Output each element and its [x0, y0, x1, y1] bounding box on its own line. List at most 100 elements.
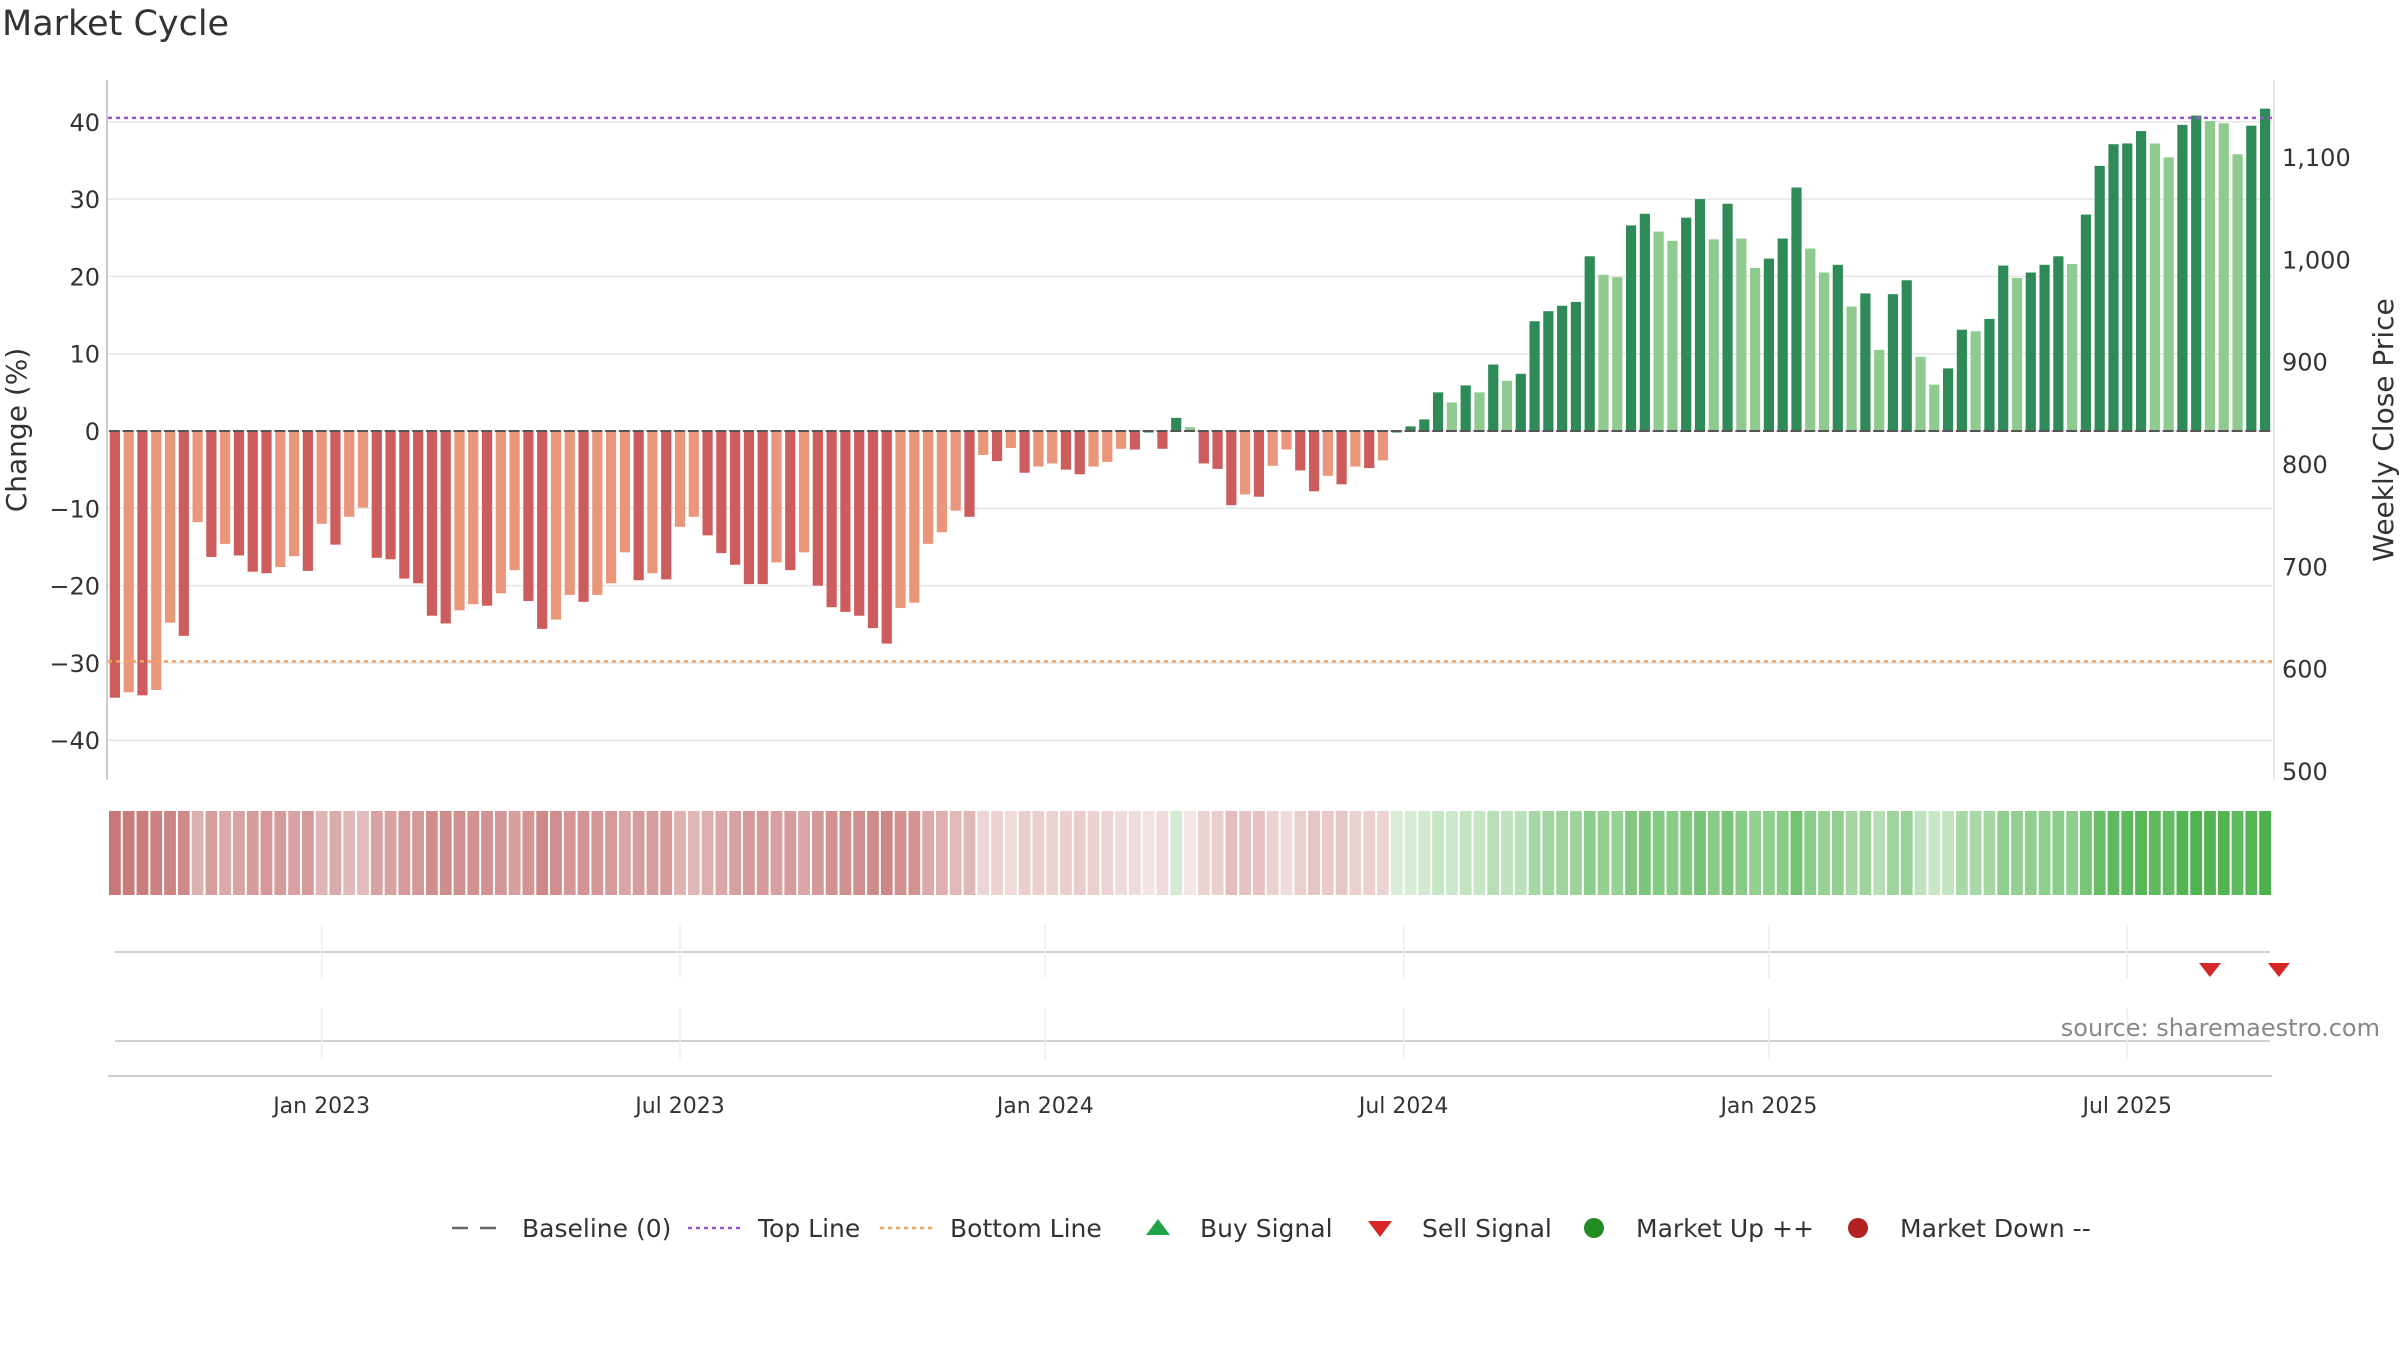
bar — [2246, 125, 2257, 431]
bar — [1998, 265, 2009, 431]
heat-cell — [1459, 811, 1472, 895]
y-tick-label: −20 — [49, 573, 100, 601]
heat-cell — [1321, 811, 1334, 895]
legend-item-buy[interactable]: Buy Signal — [1130, 1208, 1333, 1248]
x-tick-label: Jan 2025 — [1718, 1094, 1817, 1119]
heat-cell — [1018, 811, 1031, 895]
bar — [413, 431, 424, 584]
bar — [2108, 144, 2119, 432]
bar — [923, 431, 934, 544]
heat-cell — [798, 811, 810, 895]
legend-item-bottom[interactable]: Bottom Line — [880, 1208, 1102, 1248]
bar — [1915, 356, 1926, 431]
heat-cell — [1294, 811, 1307, 895]
bar — [2163, 157, 2174, 431]
heat-cell — [150, 811, 163, 895]
bar — [426, 431, 438, 616]
heat-cell — [219, 811, 232, 895]
heat-cell — [867, 811, 879, 895]
bar — [1377, 431, 1389, 461]
heat-cell — [1831, 811, 1844, 895]
legend-item-down[interactable]: Market Down -- — [1830, 1208, 2091, 1248]
bar — [1860, 293, 1871, 431]
legend-item-sell[interactable]: Sell Signal — [1352, 1208, 1552, 1248]
bar — [2094, 165, 2105, 431]
bar — [137, 431, 148, 696]
heat-cell — [1859, 811, 1872, 895]
x-tick-label: Jul 2023 — [633, 1094, 725, 1119]
heat-cell — [1914, 811, 1927, 895]
bar — [2232, 154, 2243, 432]
heat-cell — [922, 811, 935, 895]
bar — [440, 431, 451, 624]
bar — [1005, 431, 1016, 449]
bar — [936, 431, 947, 533]
heat-cell — [122, 811, 135, 895]
y2-axis-title: Weekly Close Price — [2367, 298, 2400, 561]
bar — [1184, 427, 1196, 431]
heat-cell — [2107, 811, 2120, 895]
heat-cell — [2011, 811, 2023, 895]
bar — [1198, 431, 1209, 464]
heat-cell — [1611, 811, 1624, 895]
heat-cell — [1473, 811, 1486, 895]
bar — [1019, 431, 1030, 473]
bar — [619, 431, 630, 553]
bar — [743, 431, 755, 585]
heat-cell — [1087, 811, 1100, 895]
bar — [550, 431, 562, 620]
heat-cell — [563, 811, 576, 895]
heat-cell — [1597, 811, 1610, 895]
bar — [1433, 392, 1444, 431]
heat-cell — [1804, 811, 1817, 895]
bar — [578, 431, 589, 602]
bar — [798, 431, 810, 553]
heat-cell — [1969, 811, 1982, 895]
heat-cell — [1390, 811, 1403, 895]
bar — [344, 431, 355, 517]
legend-swatch-sell — [1368, 1221, 1392, 1237]
y2-tick-label: 500 — [2282, 758, 2328, 786]
legend-item-top[interactable]: Top Line — [688, 1208, 860, 1248]
heat-cell — [756, 811, 769, 895]
heat-cell — [1170, 811, 1183, 895]
bar — [2025, 272, 2036, 431]
heat-cell — [2217, 811, 2230, 895]
bar — [1984, 318, 1995, 431]
bar — [757, 431, 768, 585]
bar — [1763, 258, 1775, 431]
bar — [1336, 431, 1347, 485]
bar — [1460, 385, 1471, 431]
heat-cell — [1101, 811, 1114, 895]
legend-label: Market Down -- — [1900, 1213, 2091, 1243]
bar — [164, 431, 176, 623]
heat-cell — [481, 811, 493, 895]
legend-label: Bottom Line — [950, 1213, 1102, 1243]
bar — [1446, 402, 1457, 431]
bar — [592, 431, 603, 595]
bar — [1088, 431, 1099, 467]
heat-cell — [191, 811, 204, 895]
bar — [1240, 431, 1251, 495]
sell-signal-marker — [2198, 963, 2221, 977]
heat-cell — [1225, 811, 1238, 895]
bar — [1515, 373, 1526, 431]
bar — [192, 431, 203, 523]
heat-cell — [1873, 811, 1886, 895]
x-tick-label: Jan 2023 — [271, 1094, 370, 1119]
legend-item-up[interactable]: Market Up ++ — [1566, 1208, 1814, 1248]
heat-cell — [2024, 811, 2037, 895]
legend-item-baseline[interactable]: Baseline (0) — [452, 1208, 671, 1248]
bar — [1115, 431, 1127, 449]
chart-title: Market Cycle — [2, 4, 230, 44]
heat-cell — [164, 811, 176, 895]
heat-cell — [1749, 811, 1762, 895]
legend-swatch-up — [1584, 1218, 1604, 1238]
bar — [2260, 108, 2271, 431]
heat-cell — [591, 811, 604, 895]
heat-cell — [2245, 811, 2258, 895]
bar — [1364, 431, 1375, 469]
bar — [1295, 431, 1306, 471]
heat-cell — [1652, 811, 1665, 895]
bar — [867, 431, 879, 629]
